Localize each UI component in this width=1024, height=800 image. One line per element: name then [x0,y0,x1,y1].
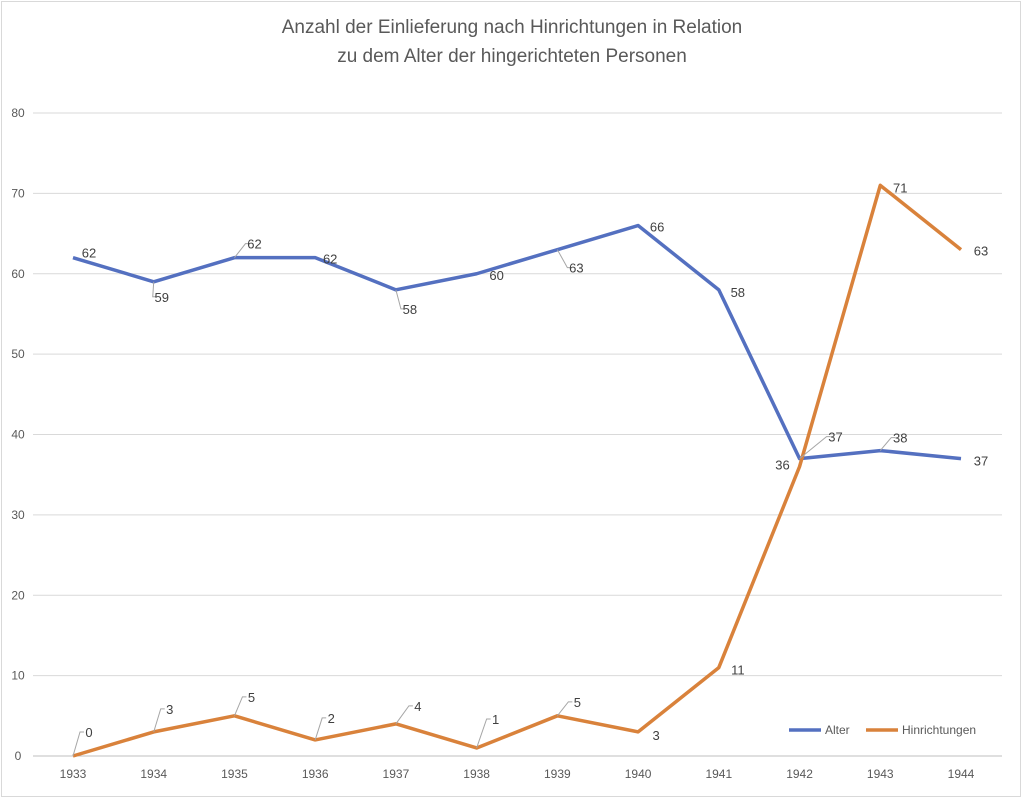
data-label: 5 [574,695,581,710]
y-tick-label: 20 [11,588,25,602]
data-label: 62 [82,246,96,261]
x-tick-label: 1935 [221,767,248,781]
legend-label: Hinrichtungen [902,723,976,737]
y-tick-label: 40 [11,428,25,442]
leader-line [395,289,405,310]
x-tick-label: 1939 [544,767,571,781]
leader-line [395,705,413,725]
x-tick-label: 1938 [463,767,490,781]
leader-line [314,717,327,741]
x-tick-label: 1941 [705,767,732,781]
x-tick-label: 1934 [140,767,167,781]
y-tick-label: 10 [11,669,25,683]
data-label: 63 [569,261,583,276]
leader-line [556,249,572,269]
leader-line [234,243,250,258]
data-label: 58 [403,302,417,317]
y-tick-label: 0 [15,749,22,763]
data-label: 71 [893,180,907,195]
leader-line [476,718,491,749]
data-label: 59 [154,290,168,305]
y-tick-label: 30 [11,508,25,522]
data-label: 4 [414,699,421,714]
data-label: 3 [166,702,173,717]
x-tick-label: 1940 [625,767,652,781]
series-line-hinrichtungen [72,183,963,758]
data-label: 63 [974,244,988,259]
data-label: 11 [731,663,745,678]
data-label: 36 [775,458,789,473]
data-label: 2 [328,711,335,726]
x-tick-label: 1933 [60,767,87,781]
data-label: 38 [893,431,907,446]
y-tick-label: 70 [11,186,25,200]
data-label: 0 [85,725,92,740]
leader-line [233,696,247,717]
leader-line [879,437,896,451]
leader-line [153,708,165,733]
x-tick-label: 1943 [867,767,894,781]
data-label: 66 [650,220,664,235]
data-label: 37 [828,430,842,445]
leader-line [799,436,831,460]
data-label: 5 [248,690,255,705]
data-label: 62 [323,252,337,267]
data-label: 1 [492,712,499,727]
data-label: 62 [247,237,261,252]
data-label: 37 [974,454,988,469]
data-label: 3 [652,728,659,743]
x-tick-label: 1936 [302,767,329,781]
y-tick-label: 80 [11,106,25,120]
x-tick-label: 1942 [786,767,813,781]
chart-title-line-1: Anzahl der Einlieferung nach Hinrichtung… [282,17,743,38]
series-line-alter [72,223,962,461]
x-tick-label: 1937 [383,767,410,781]
leader-line [72,731,84,757]
leader-line [556,701,573,717]
legend-label: Alter [825,723,850,737]
x-tick-label: 1944 [948,767,975,781]
data-label: 60 [489,268,503,283]
leader-line [152,281,157,298]
chart-title-line-2: zu dem Alter der hingerichteten Personen [337,46,687,67]
data-label: 58 [731,285,745,300]
y-tick-label: 60 [11,267,25,281]
y-tick-label: 50 [11,347,25,361]
